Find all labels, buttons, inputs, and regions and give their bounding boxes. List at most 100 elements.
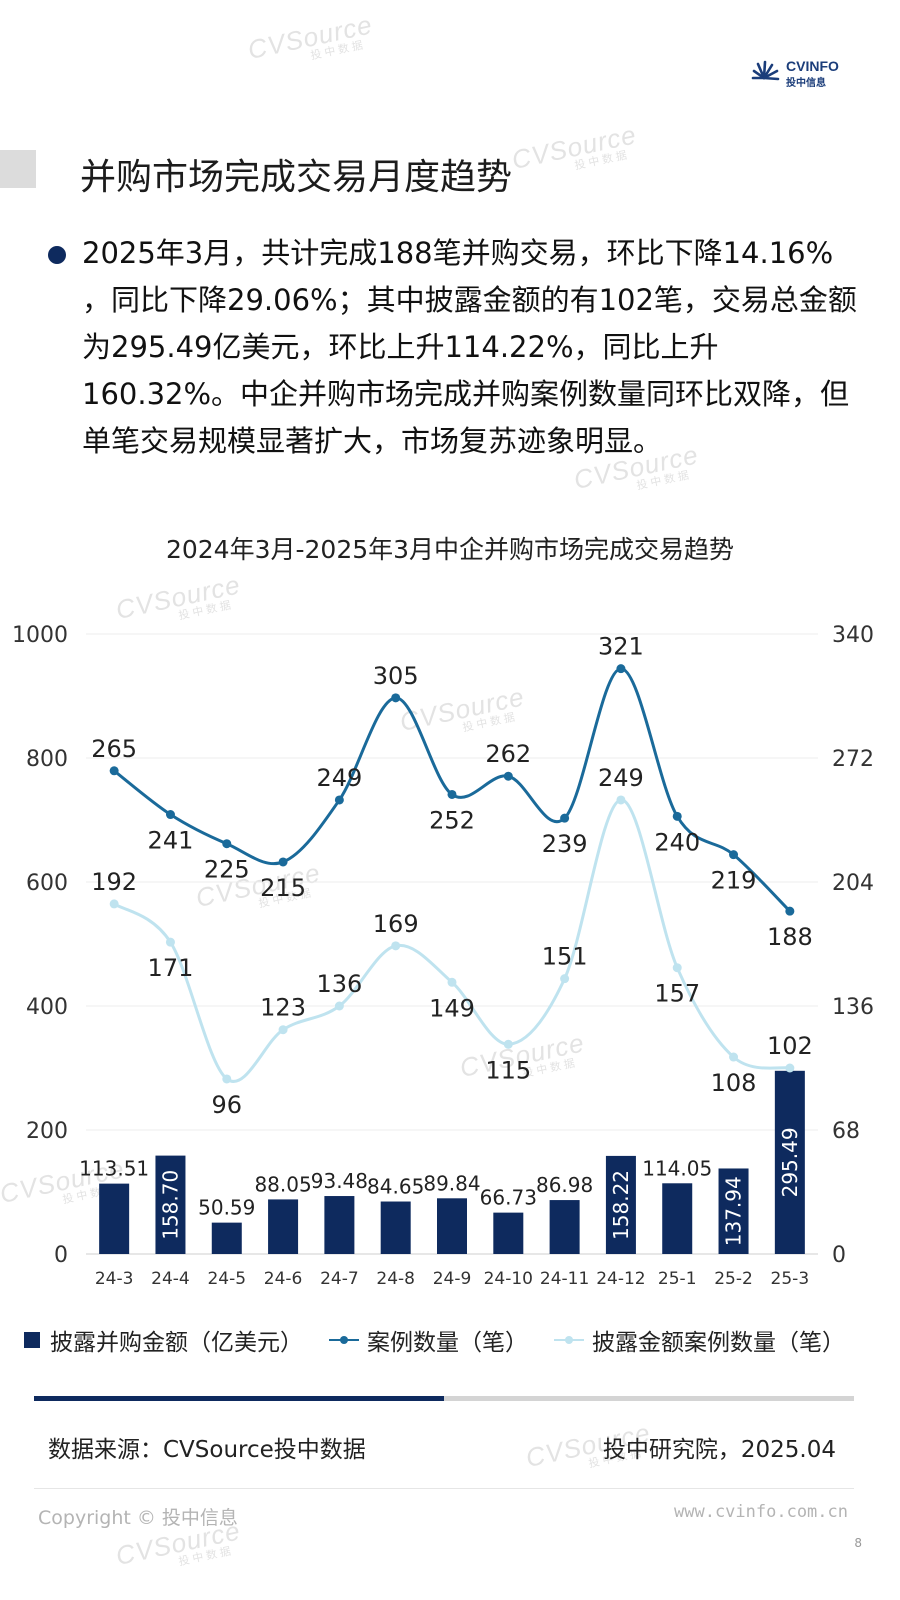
x-tick-label: 24-11 <box>540 1269 589 1289</box>
disclosed-count-point <box>447 977 457 987</box>
disclosed-count-data-label: 96 <box>211 1091 242 1119</box>
case-count-point <box>785 906 795 916</box>
case-count-point <box>560 813 570 823</box>
disclosed-count-data-label: 123 <box>260 994 306 1022</box>
y-right-tick-label: 68 <box>832 1119 860 1144</box>
disclosed-count-point <box>109 899 119 909</box>
case-count-point <box>165 810 175 820</box>
bar-data-label: 137.94 <box>722 1176 746 1246</box>
page-title: 并购市场完成交易月度趋势 <box>80 157 513 198</box>
case-count-data-label: 252 <box>429 806 475 834</box>
bar <box>99 1183 130 1254</box>
x-tick-label: 24-8 <box>376 1269 415 1289</box>
x-tick-label: 24-5 <box>207 1269 246 1289</box>
y-left-tick-label: 600 <box>26 871 68 896</box>
legend-item-amount: 披露并购金额（亿美元） <box>24 1323 303 1357</box>
legend-bar-swatch <box>24 1332 40 1348</box>
bar <box>380 1201 411 1254</box>
disclosed-count-data-label: 157 <box>654 980 700 1008</box>
case-count-point <box>391 693 401 703</box>
x-tick-label: 24-4 <box>151 1269 190 1289</box>
watermark: CVSource 投中数据 <box>245 9 376 65</box>
logo-cn: 投中信息 <box>786 78 826 89</box>
case-count-point <box>334 795 344 805</box>
disclosed-count-point <box>334 1001 344 1011</box>
footer-divider <box>34 1488 854 1489</box>
case-count-point <box>278 857 288 867</box>
progress-divider-track <box>34 1396 854 1401</box>
disclosed-count-data-label: 108 <box>711 1069 757 1097</box>
case-count-data-label: 305 <box>373 662 419 690</box>
case-count-data-label: 188 <box>767 923 813 951</box>
case-count-data-label: 321 <box>598 633 644 661</box>
y-right-tick-label: 272 <box>832 747 874 772</box>
bar-data-label: 86.98 <box>536 1173 593 1197</box>
bar <box>437 1198 467 1254</box>
case-count-data-label: 249 <box>316 764 362 792</box>
progress-divider-fill <box>34 1396 444 1401</box>
bar <box>211 1222 242 1254</box>
website-link[interactable]: www.cvinfo.com.cn <box>674 1502 848 1522</box>
case-count-data-label: 241 <box>148 827 194 855</box>
legend-label: 案例数量（笔） <box>367 1330 528 1356</box>
disclosed-count-point <box>785 1063 795 1073</box>
case-count-point <box>672 811 682 821</box>
bar-data-label: 89.84 <box>423 1171 480 1195</box>
legend-item-cases: 案例数量（笔） <box>329 1323 528 1357</box>
x-tick-label: 25-3 <box>771 1269 810 1289</box>
y-right-tick-label: 340 <box>832 623 874 648</box>
disclosed-count-data-label: 102 <box>767 1032 813 1060</box>
disclosed-count-data-label: 249 <box>598 764 644 792</box>
case-count-point <box>616 664 626 674</box>
x-tick-label: 24-12 <box>596 1269 645 1289</box>
disclosed-count-point <box>616 795 626 805</box>
case-count-data-label: 240 <box>654 828 700 856</box>
x-tick-label: 24-7 <box>320 1269 359 1289</box>
case-count-data-label: 215 <box>260 874 306 902</box>
disclosed-count-data-label: 171 <box>148 954 194 982</box>
page-number: 8 <box>854 1536 862 1550</box>
disclosed-count-point <box>560 974 570 984</box>
y-left-tick-label: 200 <box>26 1119 68 1144</box>
x-tick-label: 24-9 <box>433 1269 472 1289</box>
x-tick-label: 24-6 <box>264 1269 303 1289</box>
disclosed-count-point <box>729 1052 739 1062</box>
case-count-data-label: 239 <box>542 830 588 858</box>
case-count-data-label: 225 <box>204 856 250 884</box>
bar <box>493 1212 524 1254</box>
disclosed-count-data-label: 151 <box>542 943 588 971</box>
legend-label: 披露金额案例数量（笔） <box>592 1330 845 1356</box>
x-tick-label: 25-1 <box>658 1269 697 1289</box>
case-count-point <box>729 850 739 860</box>
disclosed-count-point <box>391 941 401 951</box>
disclosed-count-point <box>222 1074 232 1084</box>
x-tick-label: 24-3 <box>95 1269 134 1289</box>
watermark: CVSource 投中数据 <box>509 119 640 175</box>
bullet-dot-icon <box>48 246 66 264</box>
bar <box>774 1070 805 1254</box>
disclosed-count-data-label: 115 <box>485 1056 531 1084</box>
bar <box>605 1155 636 1254</box>
cvinfo-logo: CVINFO 投中信息 <box>750 58 850 89</box>
case-count-point <box>222 839 232 849</box>
y-left-tick-label: 800 <box>26 747 68 772</box>
disclosed-count-point <box>278 1025 288 1035</box>
disclosed-count-point <box>672 963 682 973</box>
bar-data-label: 93.48 <box>311 1169 368 1193</box>
bar-data-label: 84.65 <box>367 1175 424 1199</box>
title-accent-bar <box>0 150 36 188</box>
bar-data-label: 158.22 <box>609 1170 633 1240</box>
bar-data-label: 114.05 <box>642 1156 712 1180</box>
case-count-point <box>447 789 457 799</box>
case-count-data-label: 265 <box>91 735 137 763</box>
y-left-tick-label: 1000 <box>12 623 68 648</box>
case-count-point <box>109 766 119 776</box>
data-source: 数据来源：CVSource投中数据 <box>48 1437 366 1463</box>
legend-line-swatch <box>329 1336 359 1344</box>
copyright: Copyright © 投中信息 <box>38 1507 238 1529</box>
legend-item-disclosed-cases: 披露金额案例数量（笔） <box>554 1323 845 1357</box>
bar <box>718 1168 749 1254</box>
combo-chart: 0 200 400 600 800 1000 0 68 136 204 272 340 113.51 15… <box>12 623 874 1289</box>
bar-data-label: 158.70 <box>158 1170 182 1240</box>
bar-data-label: 295.49 <box>778 1127 802 1197</box>
